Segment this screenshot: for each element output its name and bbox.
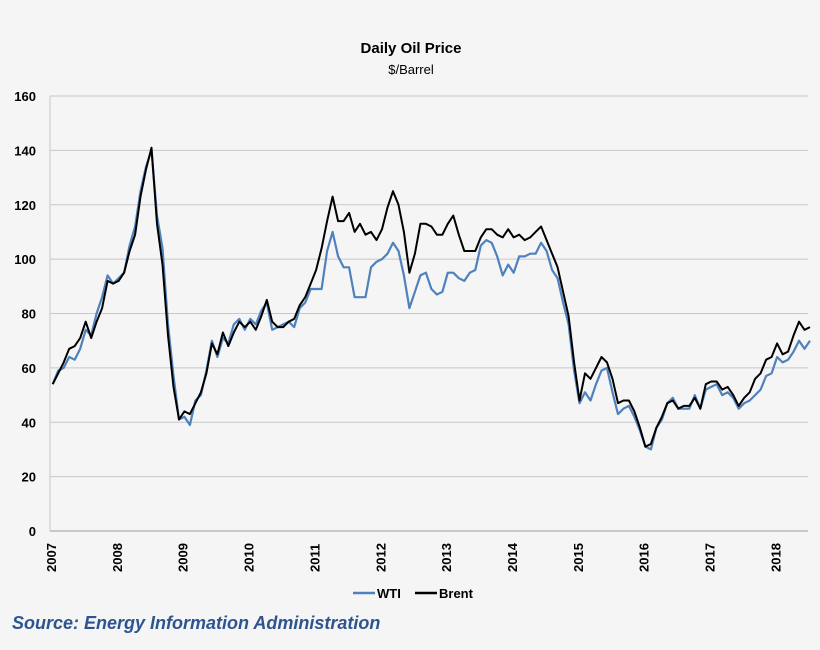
y-tick-label: 140: [14, 143, 36, 158]
x-tick-label: 2009: [176, 543, 191, 572]
y-tick-label: 60: [22, 361, 36, 376]
y-tick-label: 80: [22, 307, 36, 322]
y-tick-label: 100: [14, 252, 36, 267]
y-tick-label: 120: [14, 198, 36, 213]
x-tick-label: 2012: [373, 543, 388, 572]
x-tick-label: 2007: [44, 543, 59, 572]
x-tick-label: 2011: [307, 544, 322, 572]
x-tick-label: 2016: [637, 543, 652, 572]
legend-label-wti: WTI: [377, 586, 401, 601]
y-tick-label: 40: [22, 415, 36, 430]
x-tick-label: 2013: [439, 543, 454, 572]
y-tick-label: 0: [29, 524, 36, 539]
series-line-wti: [51, 149, 811, 451]
x-tick-label: 2010: [242, 543, 257, 572]
legend: WTI Brent: [353, 586, 474, 601]
x-tick-label: 2008: [110, 543, 125, 572]
x-tick-label: 2014: [505, 542, 520, 572]
chart-subtitle: $/Barrel: [388, 62, 434, 77]
y-tick-label: 20: [22, 470, 36, 485]
series-line-brent: [51, 146, 811, 448]
x-tick-label: 2017: [703, 543, 718, 572]
x-tick-label: 2018: [768, 543, 783, 572]
source-note: Source: Energy Information Administratio…: [12, 613, 381, 633]
chart-title: Daily Oil Price: [361, 40, 462, 57]
x-tick-label: 2015: [571, 543, 586, 572]
legend-label-brent: Brent: [439, 586, 474, 601]
y-tick-label: 160: [14, 89, 36, 104]
